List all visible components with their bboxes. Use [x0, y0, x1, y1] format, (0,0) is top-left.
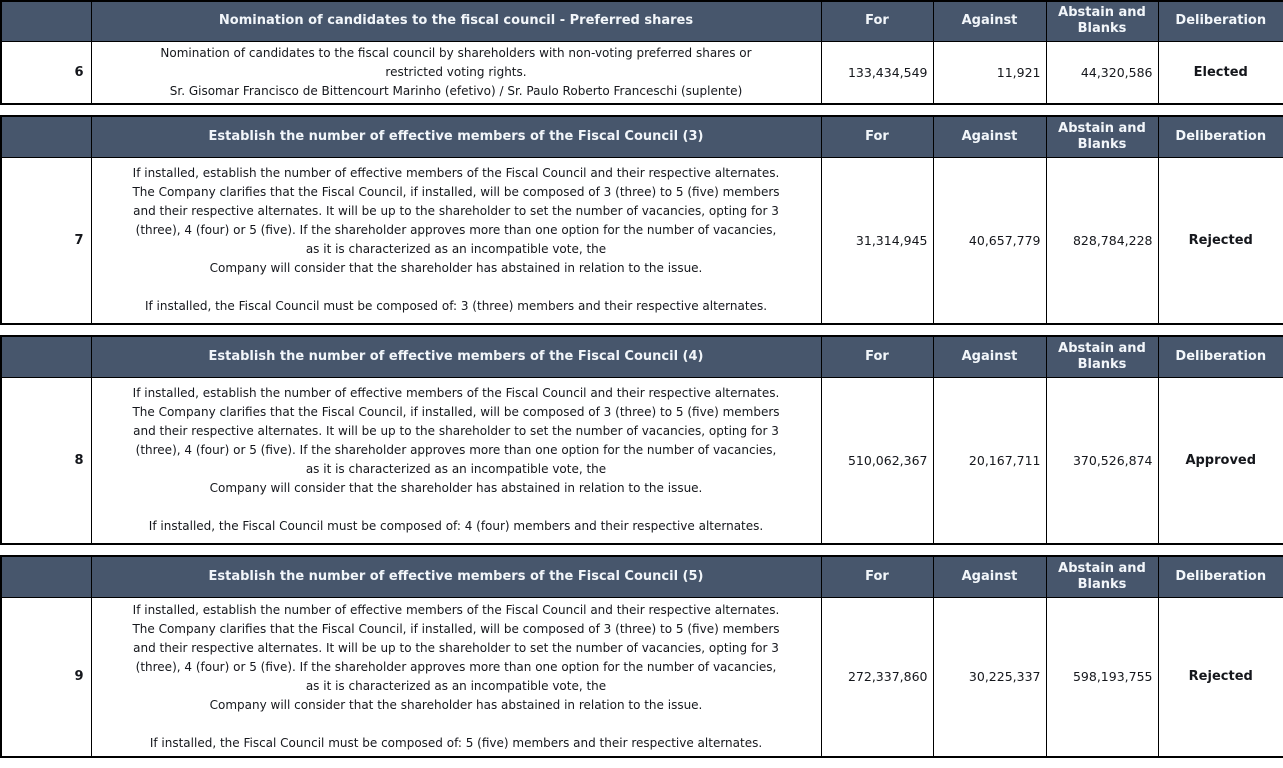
item-number: 7	[0, 157, 92, 324]
deliberation-value: Rejected	[1157, 157, 1283, 324]
abstain-value: 370,526,874	[1045, 377, 1159, 544]
column-header-abstain: Abstain and Blanks	[1045, 335, 1159, 378]
for-value: 133,434,549	[820, 40, 934, 104]
header-spacer-cell	[0, 0, 92, 42]
proposal-description: If installed, establish the number of ef…	[90, 597, 822, 757]
item-number: 8	[0, 377, 92, 544]
column-header-deliberation: Deliberation	[1157, 335, 1283, 378]
proposal-description: Nomination of candidates to the fiscal c…	[90, 40, 822, 104]
column-header-abstain: Abstain and Blanks	[1045, 115, 1159, 158]
table-header-row: Establish the number of effective member…	[0, 335, 1283, 378]
column-header-against: Against	[932, 0, 1047, 42]
proposal-description: If installed, establish the number of ef…	[90, 157, 822, 324]
column-header-abstain: Abstain and Blanks	[1045, 555, 1159, 598]
column-header-against: Against	[932, 555, 1047, 598]
proposal-title: Nomination of candidates to the fiscal c…	[90, 0, 822, 42]
table-row: 7 If installed, establish the number of …	[0, 157, 1283, 324]
table-header-row: Establish the number of effective member…	[0, 115, 1283, 158]
deliberation-value: Approved	[1157, 377, 1283, 544]
column-header-deliberation: Deliberation	[1157, 555, 1283, 598]
proposal-title: Establish the number of effective member…	[90, 115, 822, 158]
column-header-deliberation: Deliberation	[1157, 115, 1283, 158]
proposal-table-item-9: Establish the number of effective member…	[0, 554, 1283, 758]
proposal-table-item-7: Establish the number of effective member…	[0, 114, 1283, 325]
column-header-against: Against	[932, 115, 1047, 158]
for-value: 31,314,945	[820, 157, 934, 324]
header-spacer-cell	[0, 115, 92, 158]
for-value: 272,337,860	[820, 597, 934, 757]
abstain-value: 44,320,586	[1045, 40, 1159, 104]
proposal-table-item-6: Nomination of candidates to the fiscal c…	[0, 0, 1283, 105]
header-spacer-cell	[0, 555, 92, 598]
against-value: 11,921	[932, 40, 1047, 104]
column-header-deliberation: Deliberation	[1157, 0, 1283, 42]
header-spacer-cell	[0, 335, 92, 378]
table-header-row: Nomination of candidates to the fiscal c…	[0, 0, 1283, 42]
column-header-for: For	[820, 335, 934, 378]
against-value: 30,225,337	[932, 597, 1047, 757]
against-value: 40,657,779	[932, 157, 1047, 324]
proposal-description: If installed, establish the number of ef…	[90, 377, 822, 544]
proposal-title: Establish the number of effective member…	[90, 555, 822, 598]
table-row: 9 If installed, establish the number of …	[0, 597, 1283, 757]
column-header-for: For	[820, 0, 934, 42]
item-number: 9	[0, 597, 92, 757]
table-header-row: Establish the number of effective member…	[0, 555, 1283, 598]
table-row: 6 Nomination of candidates to the fiscal…	[0, 40, 1283, 104]
against-value: 20,167,711	[932, 377, 1047, 544]
abstain-value: 598,193,755	[1045, 597, 1159, 757]
abstain-value: 828,784,228	[1045, 157, 1159, 324]
column-header-abstain: Abstain and Blanks	[1045, 0, 1159, 42]
column-header-for: For	[820, 555, 934, 598]
deliberation-value: Elected	[1157, 40, 1283, 104]
deliberation-value: Rejected	[1157, 597, 1283, 757]
proposal-table-item-8: Establish the number of effective member…	[0, 334, 1283, 545]
table-row: 8 If installed, establish the number of …	[0, 377, 1283, 544]
item-number: 6	[0, 40, 92, 104]
proposal-title: Establish the number of effective member…	[90, 335, 822, 378]
column-header-for: For	[820, 115, 934, 158]
column-header-against: Against	[932, 335, 1047, 378]
for-value: 510,062,367	[820, 377, 934, 544]
